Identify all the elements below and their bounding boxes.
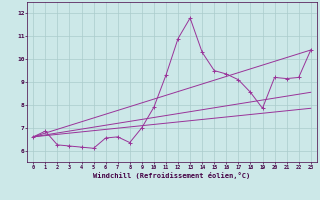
X-axis label: Windchill (Refroidissement éolien,°C): Windchill (Refroidissement éolien,°C) — [93, 172, 251, 179]
